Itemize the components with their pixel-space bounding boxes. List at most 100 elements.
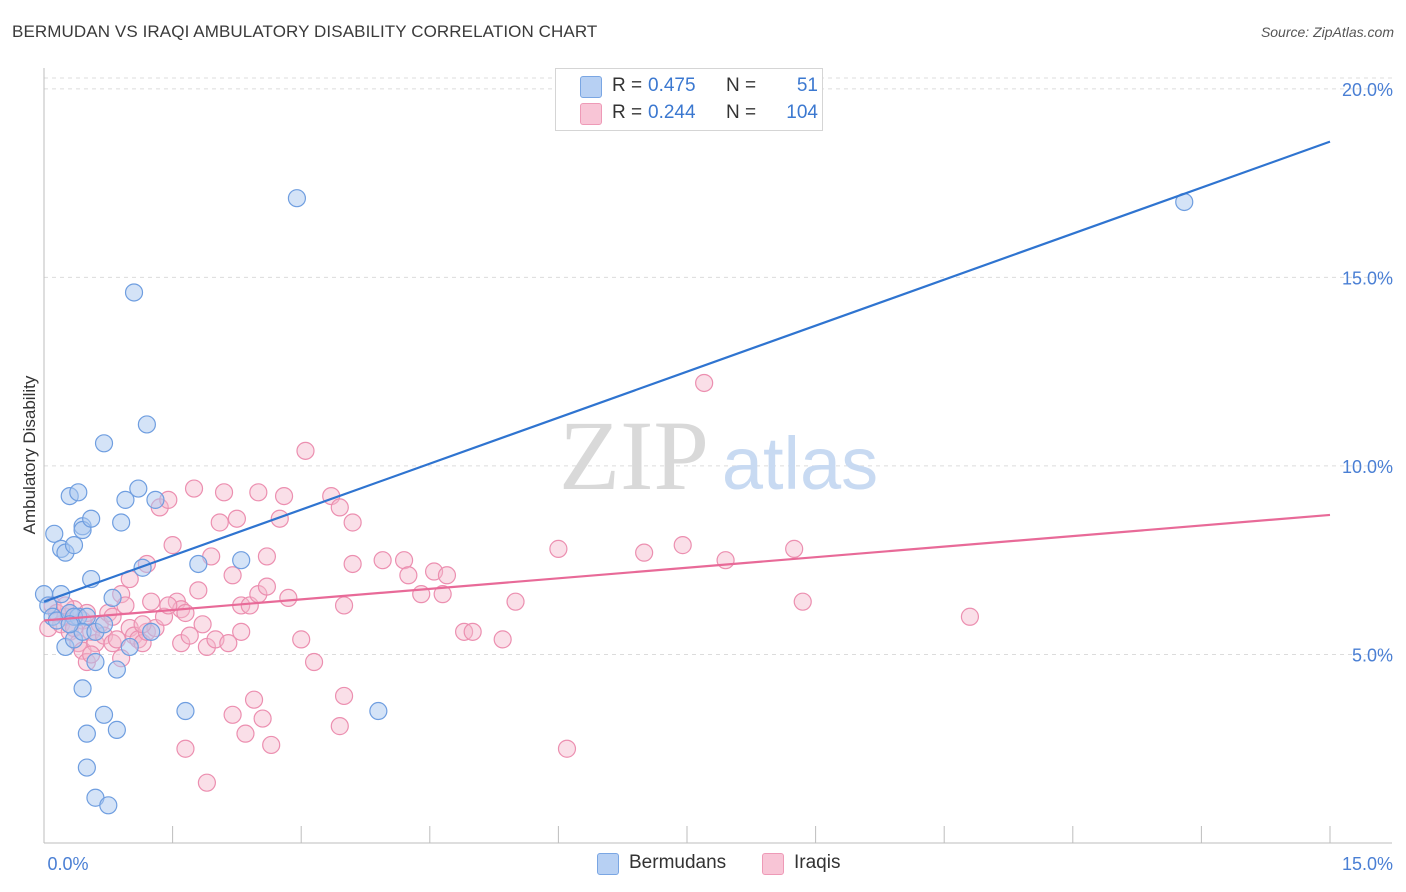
trend-lines — [43, 140, 1331, 622]
iraqi-point — [695, 373, 714, 393]
iraqi-point — [257, 577, 277, 596]
y-tick-label: 10.0% — [1342, 457, 1393, 477]
bermudan-point — [77, 724, 96, 743]
iraqi-point — [399, 566, 418, 585]
legend-r-value: 0.475 — [648, 75, 696, 96]
iraqi-point — [257, 547, 277, 566]
series-legend: Bermudans Iraqis — [0, 852, 1406, 878]
iraqis-trend-line — [43, 513, 1331, 622]
bermudan-point — [146, 490, 165, 509]
bermudans-trend-line — [43, 140, 1331, 603]
y-tick-label: 15.0% — [1342, 268, 1393, 288]
bermudan-point — [69, 483, 88, 502]
iraqi-point — [232, 622, 251, 641]
iraqi-point — [227, 509, 246, 528]
iraqi-point — [244, 690, 264, 709]
iraqi-point — [253, 709, 272, 728]
bermudan-point — [94, 705, 114, 724]
bermudan-point — [94, 615, 114, 634]
iraqi-point — [394, 551, 414, 570]
iraqi-point — [296, 441, 315, 460]
iraqi-point — [334, 686, 354, 706]
y-tick-label: 20.0% — [1342, 80, 1393, 100]
iraqi-point — [219, 634, 238, 653]
bermudan-point — [52, 585, 71, 604]
bermudan-point — [60, 615, 79, 634]
bermudan-point — [45, 524, 64, 543]
iraqi-point — [635, 543, 654, 562]
y-axis-label: Ambulatory Disability — [20, 375, 39, 534]
iraqi-point — [334, 596, 354, 615]
iraqi-point — [223, 566, 242, 585]
chart-title: BERMUDAN VS IRAQI AMBULATORY DISABILITY … — [12, 22, 598, 41]
iraqi-point — [180, 626, 199, 645]
iraqi-point — [163, 536, 182, 555]
iraqi-point — [274, 486, 294, 506]
bermudan-point — [107, 660, 126, 679]
bermudan-point — [99, 796, 118, 815]
watermark-zip: ZIP — [559, 400, 709, 511]
bermudan-point — [142, 622, 161, 641]
iraqi-point — [154, 607, 174, 626]
iraqi-point — [142, 592, 161, 611]
bermudan-point — [124, 283, 144, 302]
iraqi-point — [373, 551, 392, 570]
bermudans-swatch — [580, 76, 602, 98]
legend-r-label: R = — [612, 75, 643, 96]
iraqi-point — [557, 739, 577, 758]
legend-n-label: N = — [726, 75, 757, 96]
iraqi-point — [210, 513, 229, 532]
bermudan-point — [73, 679, 92, 698]
iraqi-point — [463, 622, 482, 641]
bermudan-point — [116, 490, 135, 509]
bermudan-point — [103, 588, 122, 608]
legend-label-bermudans: Bermudans — [629, 852, 727, 873]
bermudan-point — [86, 652, 105, 672]
correlation-legend: R = 0.475 N = 51 R = 0.244 N = 104 — [555, 68, 823, 131]
x-tick-label: 0.0% — [47, 854, 88, 874]
iraqi-point — [279, 588, 298, 608]
iraqi-point — [270, 509, 289, 528]
iraqi-point — [673, 536, 692, 555]
bermudan-point — [189, 554, 208, 574]
bermudan-point — [77, 758, 96, 777]
bermudans-swatch — [597, 853, 619, 875]
legend-n-value: 104 — [786, 102, 818, 123]
bermudan-point — [82, 509, 101, 528]
iraqi-point — [437, 566, 457, 585]
bermudan-point — [137, 415, 156, 434]
iraqi-point — [214, 483, 234, 502]
bermudan-point — [176, 701, 195, 721]
legend-n-label: N = — [726, 102, 757, 123]
legend-r-label: R = — [612, 102, 643, 123]
axes — [43, 68, 1392, 844]
iraqi-point — [793, 592, 812, 611]
iraqi-point — [433, 585, 452, 604]
bermudan-point — [369, 701, 388, 721]
iraqis-swatch — [762, 853, 784, 875]
iraqi-point — [249, 483, 268, 502]
iraqi-point — [343, 513, 362, 532]
tick-labels: 5.0% 10.0% 15.0% 20.0% 0.0% 15.0% — [47, 80, 1393, 874]
iraqi-point — [549, 539, 568, 558]
iraqi-point — [304, 652, 324, 672]
iraqi-point — [176, 739, 195, 758]
iraqis-points — [39, 373, 980, 792]
iraqi-point — [292, 630, 311, 649]
iraqi-point — [176, 603, 195, 623]
bermudan-point — [129, 479, 148, 498]
bermudan-point — [107, 720, 126, 739]
legend-n-value: 51 — [796, 75, 818, 96]
iraqi-point — [785, 539, 804, 558]
x-tick-label: 15.0% — [1342, 854, 1393, 874]
iraqi-point — [330, 498, 349, 517]
iraqi-point — [343, 554, 362, 574]
legend-label-iraqis: Iraqis — [794, 852, 841, 873]
iraqi-point — [197, 773, 216, 792]
bermudan-point — [232, 551, 251, 570]
bermudan-point — [133, 558, 152, 577]
chart-source: Source: ZipAtlas.com — [1260, 24, 1394, 40]
iraqi-point — [189, 581, 208, 600]
y-tick-label: 5.0% — [1352, 645, 1393, 665]
